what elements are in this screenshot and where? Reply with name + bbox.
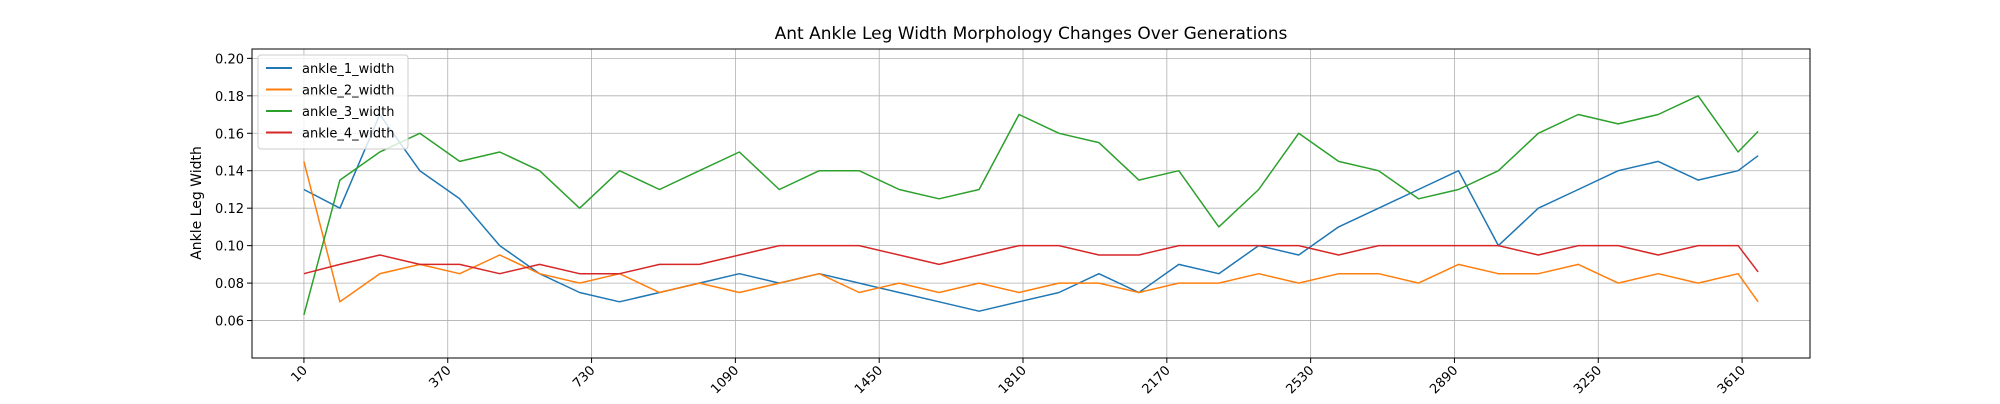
y-axis-label: Ankle Leg Width xyxy=(189,146,205,260)
legend-label-ankle_2_width: ankle_2_width xyxy=(302,84,394,99)
x-tick-label: 10 xyxy=(288,363,310,385)
y-tick-label: 0.10 xyxy=(215,240,244,255)
x-tick-label: 2530 xyxy=(1283,363,1317,397)
plot-frame xyxy=(251,48,1811,359)
chart-title: Ant Ankle Leg Width Morphology Changes O… xyxy=(775,24,1288,44)
legend-label-ankle_3_width: ankle_3_width xyxy=(302,105,394,120)
legend-box xyxy=(257,54,409,150)
series-line-ankle_2_width xyxy=(303,161,1759,303)
y-tick-label: 0.12 xyxy=(215,202,244,217)
series-lines xyxy=(303,95,1759,316)
y-tick-label: 0.16 xyxy=(215,127,244,142)
y-tick-label: 0.08 xyxy=(215,277,244,292)
x-tick-label: 1810 xyxy=(996,363,1030,397)
legend-label-ankle_4_width: ankle_4_width xyxy=(302,127,394,142)
x-tick-label: 1450 xyxy=(852,363,886,397)
y-tick-label: 0.06 xyxy=(215,315,244,330)
plot-area xyxy=(252,49,1810,358)
y-tick-label: 0.14 xyxy=(215,165,244,180)
x-tick-label: 2170 xyxy=(1140,363,1174,397)
x-tick-label: 1090 xyxy=(708,363,742,397)
x-tick-label: 370 xyxy=(426,363,454,391)
series-line-ankle_3_width xyxy=(303,95,1759,316)
legend: ankle_1_width ankle_2_width ankle_3_widtha… xyxy=(257,54,409,150)
x-tick-label: 3250 xyxy=(1571,363,1605,397)
series-line-ankle_4_width xyxy=(303,244,1759,275)
legend-label-ankle_1_width: ankle_1_width xyxy=(302,62,394,77)
x-tick-label: 730 xyxy=(570,363,598,391)
series-line-ankle_1_width xyxy=(303,113,1759,312)
x-tick-label: 3610 xyxy=(1715,363,1749,397)
y-tick-label: 0.20 xyxy=(215,52,244,67)
x-tick-label: 2890 xyxy=(1427,363,1461,397)
y-tick-label: 0.18 xyxy=(215,90,244,105)
